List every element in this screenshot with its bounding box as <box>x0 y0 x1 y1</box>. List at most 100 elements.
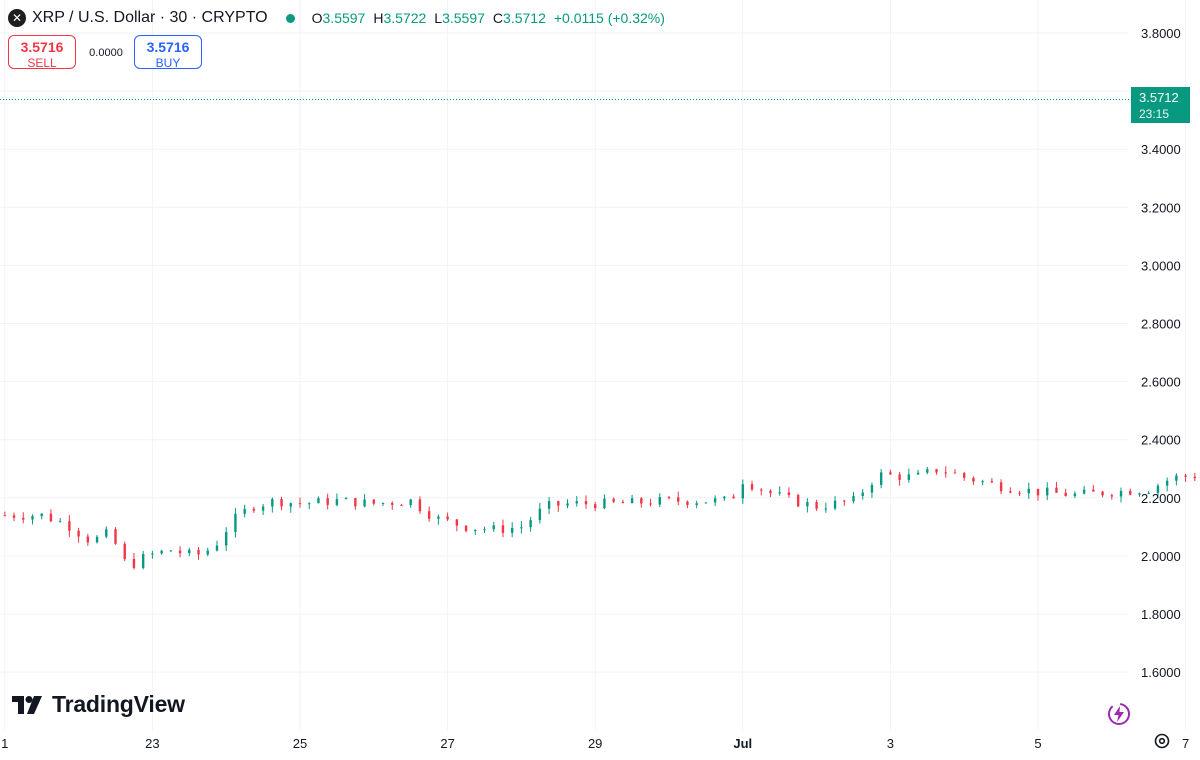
candle-body <box>963 473 966 478</box>
chart-header: ✕ XRP / U.S. Dollar · 30 · CRYPTO O3.559… <box>8 8 665 28</box>
candle-body <box>547 501 551 509</box>
lightning-icon[interactable] <box>1106 701 1132 727</box>
candle-body <box>990 481 994 483</box>
gear-icon[interactable] <box>1153 732 1171 750</box>
candle-body <box>464 525 468 532</box>
candle-body <box>12 515 16 518</box>
sell-button[interactable]: 3.5716 SELL <box>8 35 76 70</box>
candle-body <box>806 502 809 507</box>
y-tick-label: 3.2000 <box>1141 200 1181 215</box>
candle-body <box>31 516 34 520</box>
candle-body <box>372 499 375 504</box>
candle-body <box>151 553 154 555</box>
candle-body <box>879 472 883 485</box>
candle-body <box>261 506 265 511</box>
x-axis: 123252729Jul3579111315171921 <box>1 736 1189 751</box>
candle-body <box>225 532 228 546</box>
candle-body <box>308 503 311 505</box>
y-tick-label: 3.4000 <box>1141 142 1181 157</box>
x-tick-label: 7 <box>1182 736 1189 751</box>
y-tick-label: 1.8000 <box>1141 607 1181 622</box>
candle-body <box>335 499 339 505</box>
x-tick-label: 5 <box>1034 736 1041 751</box>
x-tick-label: 27 <box>440 736 454 751</box>
candle-body <box>1184 475 1187 477</box>
candle-body <box>861 492 864 497</box>
candle-body <box>1046 487 1049 496</box>
y-axis: 3.80003.60003.40003.20003.00002.80002.60… <box>1141 26 1181 680</box>
candle-body <box>769 490 772 494</box>
buy-button[interactable]: 3.5716 BUY <box>134 35 202 70</box>
brand-name: TradingView <box>52 691 185 717</box>
candle-body <box>68 521 71 531</box>
candle-body <box>409 499 412 506</box>
low-value: 3.5597 <box>442 10 485 26</box>
candle-body <box>732 496 735 499</box>
candle-body <box>843 500 846 502</box>
candle-body <box>953 472 957 474</box>
candle-body <box>1129 490 1132 495</box>
close-label: C <box>492 10 504 26</box>
candle-body <box>1036 488 1040 496</box>
candle-body <box>1064 492 1067 497</box>
candle-body <box>289 503 292 507</box>
candle-body <box>501 525 505 533</box>
candle-body <box>188 549 191 554</box>
tradingview-logo[interactable]: TradingView <box>12 691 185 718</box>
candle-body <box>160 550 163 554</box>
y-tick-label: 1.6000 <box>1141 665 1181 680</box>
candle-body <box>427 511 431 519</box>
candle-body <box>538 508 542 521</box>
x-tick-label: 1 <box>1 736 8 751</box>
candle-body <box>944 472 947 474</box>
y-tick-label: 2.2000 <box>1141 491 1181 506</box>
candle-body <box>298 503 302 505</box>
candle-body <box>621 501 625 504</box>
candle-body <box>354 498 357 507</box>
candle-body <box>197 549 200 555</box>
market-open-dot <box>285 13 295 23</box>
candle-body <box>796 495 800 507</box>
candle-body <box>723 496 726 499</box>
candle-body <box>640 498 643 504</box>
candle-body <box>483 529 486 531</box>
candle-body <box>49 513 53 522</box>
y-tick-label: 3.8000 <box>1141 26 1181 41</box>
candle-body <box>1027 488 1030 494</box>
candle-body <box>1092 489 1095 492</box>
candle-body <box>363 499 366 507</box>
tradingview-logo-icon <box>12 695 42 714</box>
candle-body <box>935 469 938 473</box>
candle-body <box>280 499 283 507</box>
candle-body <box>1175 475 1178 481</box>
candle-body <box>695 503 698 505</box>
candle-body <box>594 504 597 509</box>
candle-body <box>492 525 495 530</box>
bar-countdown: 23:15 <box>1139 107 1170 121</box>
last-price-value: 3.5712 <box>1139 90 1179 105</box>
symbol-title[interactable]: XRP / U.S. Dollar · 30 · CRYPTO <box>32 9 268 26</box>
candle-body <box>778 492 781 494</box>
candles <box>3 466 1197 570</box>
candle-body <box>566 503 569 506</box>
candle-body <box>86 536 90 543</box>
candle-body <box>1073 493 1077 497</box>
candle-body <box>972 477 975 482</box>
candle-body <box>760 489 763 491</box>
low-label: L <box>434 10 443 26</box>
candle-body <box>750 484 754 490</box>
candle-body <box>1147 493 1150 495</box>
candle-body <box>446 516 449 520</box>
candle-body <box>381 503 385 505</box>
x-tick-label: 25 <box>293 736 307 751</box>
candle-body <box>114 529 117 544</box>
candle-body <box>400 504 403 506</box>
x-tick-label: 29 <box>588 736 602 751</box>
candle-body <box>243 508 246 514</box>
candle-body <box>252 508 256 511</box>
candle-body <box>686 501 689 505</box>
candle-body <box>95 536 99 543</box>
candle-body <box>1119 490 1123 497</box>
candle-body <box>677 497 680 502</box>
